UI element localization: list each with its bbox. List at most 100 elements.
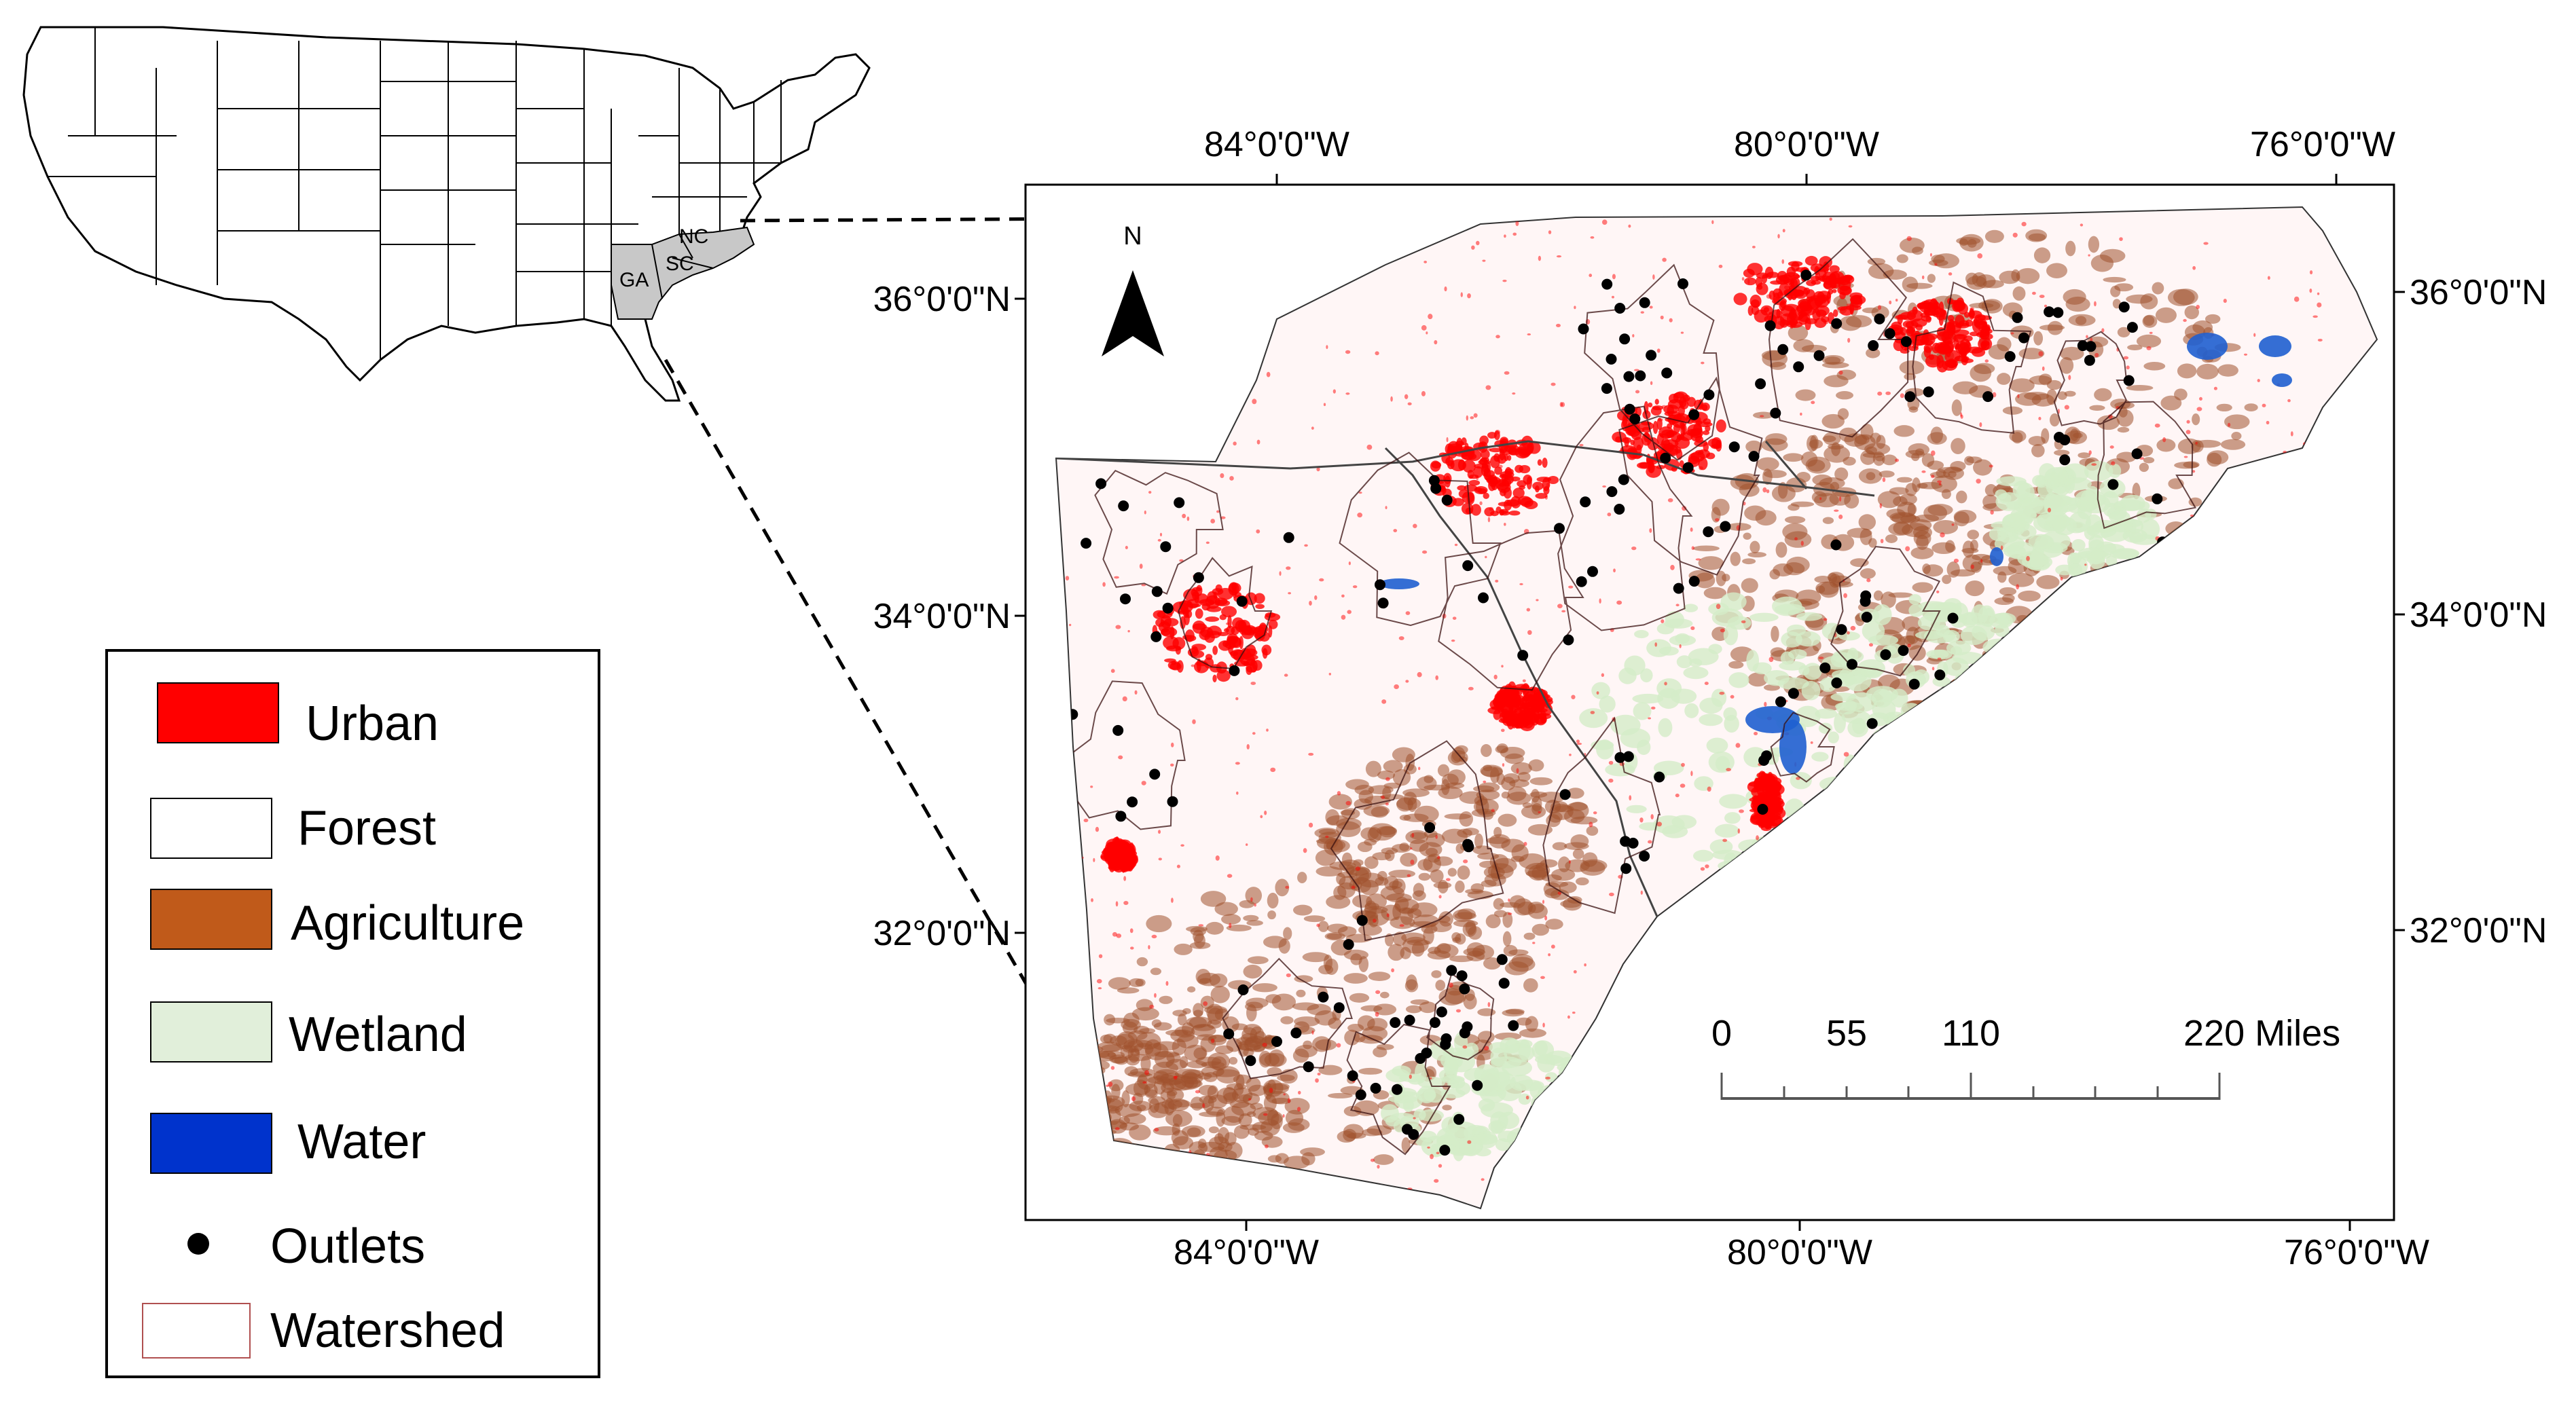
urban-speck xyxy=(1427,1146,1430,1149)
wetland-patch xyxy=(1481,1102,1513,1118)
outlet-point xyxy=(1283,532,1294,543)
urban-speck xyxy=(1451,639,1455,642)
urban-patch xyxy=(1461,502,1474,515)
agriculture-patch xyxy=(2025,229,2048,242)
wetland-patch xyxy=(1960,625,1987,646)
outlet-point xyxy=(2107,479,2119,490)
urban-speck xyxy=(1192,719,1196,724)
scale-label-220: 220 Miles xyxy=(2183,1013,2340,1054)
urban-speck xyxy=(1065,576,1070,580)
agriculture-patch xyxy=(1170,1029,1195,1043)
urban-patch xyxy=(1227,615,1232,629)
wetland-patch xyxy=(1989,527,2008,541)
urban-speck xyxy=(1460,292,1463,297)
wetland-patch xyxy=(1709,839,1733,855)
urban-speck xyxy=(1980,559,1983,563)
outlet-point xyxy=(1947,612,1959,624)
urban-speck xyxy=(1504,522,1506,526)
urban-speck xyxy=(1090,786,1093,788)
urban-patch xyxy=(1483,492,1489,499)
urban-speck xyxy=(1679,644,1682,648)
urban-speck xyxy=(2026,555,2030,561)
urban-speck xyxy=(1667,498,1673,502)
urban-speck xyxy=(1766,294,1772,299)
urban-speck xyxy=(1144,510,1146,515)
agriculture-patch xyxy=(1360,1005,1383,1012)
urban-speck xyxy=(1783,285,1789,290)
agriculture-patch xyxy=(1243,964,1263,979)
urban-speck xyxy=(1191,664,1195,667)
legend-label-wetland: Wetland xyxy=(289,1008,467,1062)
urban-patch xyxy=(1526,476,1532,489)
agriculture-patch xyxy=(1485,914,1501,929)
urban-speck xyxy=(1895,458,1899,462)
urban-patch xyxy=(1468,479,1481,486)
outlet-point xyxy=(1923,386,1934,398)
urban-patch xyxy=(1654,399,1659,405)
urban-speck xyxy=(1198,924,1204,927)
urban-patch xyxy=(1648,402,1653,408)
agriculture-patch xyxy=(2155,307,2177,323)
agriculture-patch xyxy=(1246,1111,1256,1117)
wetland-patch xyxy=(1841,710,1870,724)
outlet-point xyxy=(1688,576,1700,587)
urban-patch xyxy=(1770,807,1786,819)
urban-speck xyxy=(1317,1073,1321,1076)
urban-patch xyxy=(1180,605,1188,614)
urban-patch xyxy=(1194,595,1199,604)
urban-speck xyxy=(2017,394,2020,399)
urban-speck xyxy=(1691,546,1694,551)
agriculture-patch xyxy=(1500,902,1521,908)
urban-patch xyxy=(1126,843,1131,849)
agriculture-patch xyxy=(2002,406,2023,415)
outlet-point xyxy=(1904,391,1916,403)
agriculture-patch xyxy=(1226,924,1252,931)
agriculture-patch xyxy=(1430,921,1452,932)
wetland-patch xyxy=(2063,477,2092,491)
agriculture-patch xyxy=(1315,849,1337,866)
agriculture-patch xyxy=(1502,931,1512,947)
outlet-point xyxy=(1639,297,1650,308)
urban-speck xyxy=(1248,1098,1252,1101)
urban-speck xyxy=(1936,590,1940,593)
wetland-patch xyxy=(2046,494,2073,507)
urban-speck xyxy=(1569,860,1572,864)
urban-speck xyxy=(1467,293,1471,299)
urban-speck xyxy=(1536,599,1539,602)
agriculture-patch xyxy=(2024,392,2050,401)
agriculture-patch xyxy=(1912,477,1921,492)
wetland-patch xyxy=(1706,737,1728,754)
urban-speck xyxy=(1298,1090,1301,1095)
study-region xyxy=(1055,206,2378,1210)
urban-speck xyxy=(1818,657,1824,659)
agriculture-patch xyxy=(2217,364,2238,377)
urban-speck xyxy=(1171,742,1174,747)
wetland-patch xyxy=(1633,702,1652,720)
urban-speck xyxy=(1650,814,1654,819)
outlet-point xyxy=(1441,494,1453,506)
agriculture-patch xyxy=(1510,762,1532,775)
agriculture-patch xyxy=(1744,505,1766,521)
outlet-point xyxy=(1703,389,1715,401)
urban-speck xyxy=(1452,616,1457,620)
agriculture-patch xyxy=(1839,316,1862,331)
outlet-point xyxy=(1618,474,1629,485)
agriculture-patch xyxy=(1516,1017,1532,1026)
urban-patch xyxy=(1662,439,1679,448)
agriculture-patch xyxy=(1153,1022,1172,1031)
agriculture-patch xyxy=(2046,263,2068,278)
agriculture-patch xyxy=(1956,237,1981,245)
urban-speck xyxy=(1246,843,1248,846)
urban-speck xyxy=(2038,351,2044,356)
outlet-point xyxy=(1118,500,1129,512)
wetland-patch xyxy=(1790,772,1812,790)
agriculture-patch xyxy=(2177,363,2197,379)
urban-speck xyxy=(1519,583,1523,586)
outlet-point xyxy=(1333,1002,1345,1014)
urban-speck xyxy=(1879,503,1883,509)
urban-speck xyxy=(1608,760,1614,765)
wetland-patch xyxy=(2145,509,2157,520)
outlet-point xyxy=(1601,278,1613,290)
wetland-patch xyxy=(2084,461,2114,481)
urban-speck xyxy=(1508,898,1510,902)
